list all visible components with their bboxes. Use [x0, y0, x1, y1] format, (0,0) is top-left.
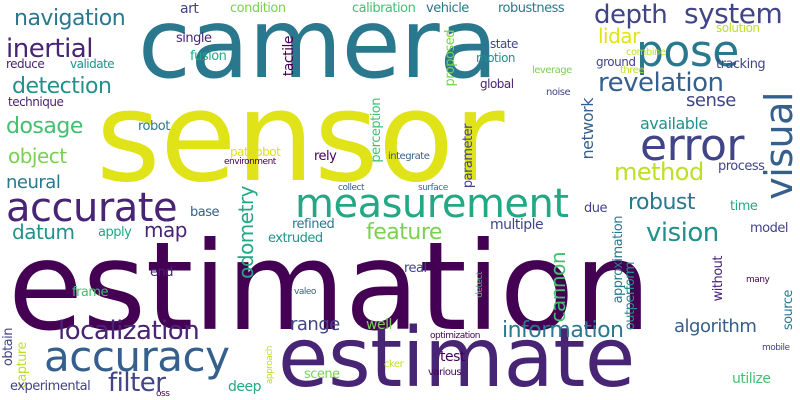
- word-navigation: navigation: [14, 6, 126, 31]
- word-cker: cker: [384, 359, 404, 370]
- word-odometry: odometry: [234, 186, 258, 279]
- word-perception: perception: [369, 98, 384, 163]
- word-without: without: [711, 256, 726, 302]
- word-surface: surface: [418, 183, 448, 193]
- word-ground: ground: [596, 55, 636, 69]
- word-environment: environment: [224, 157, 276, 167]
- word-motion: motion: [476, 51, 516, 65]
- word-condition: condition: [230, 1, 286, 16]
- word-localization: localization: [58, 316, 200, 346]
- word-calibration: calibration: [352, 1, 416, 16]
- word-sense: sense: [686, 90, 736, 111]
- word-vehicle: vehicle: [426, 1, 469, 16]
- word-validate: validate: [70, 57, 115, 71]
- word-inertial: inertial: [6, 34, 93, 64]
- word-proposed: proposed: [443, 30, 458, 87]
- word-model: model: [750, 221, 788, 236]
- word-accuracy: accuracy: [44, 332, 230, 381]
- word-sensor: sensor: [96, 66, 504, 210]
- word-tactile: tactile: [281, 36, 297, 77]
- word-visual: visual: [757, 92, 800, 200]
- word-detection: detection: [12, 74, 112, 99]
- word-leverage: leverage: [532, 65, 572, 76]
- word-various: various: [428, 367, 462, 378]
- word-noise: noise: [546, 87, 571, 98]
- word-utilize: utilize: [732, 371, 771, 387]
- word-deep: deep: [228, 379, 262, 395]
- word-algorithm: algorithm: [674, 316, 757, 337]
- word-process: process: [718, 159, 765, 174]
- word-robustness: robustness: [498, 1, 565, 16]
- word-range: range: [290, 314, 340, 335]
- word-oss: oss: [156, 389, 170, 399]
- word-base: base: [190, 205, 220, 220]
- word-feature: feature: [366, 220, 442, 245]
- word-approach: approach: [265, 346, 275, 385]
- word-valeo: valeo: [294, 287, 316, 297]
- word-reduce: reduce: [6, 57, 45, 71]
- word-state: state: [490, 37, 518, 51]
- word-solution: solution: [716, 21, 760, 35]
- word-outperform: outperform: [623, 262, 638, 331]
- word-obtain: obtain: [1, 328, 16, 367]
- word-revelation: revelation: [598, 68, 724, 98]
- word-parameter: parameter: [461, 124, 476, 189]
- word-art: art: [180, 1, 199, 17]
- word-filter: filter: [108, 368, 166, 398]
- word-map: map: [144, 218, 187, 242]
- word-cannon: cannon: [546, 252, 570, 323]
- word-time: time: [730, 199, 758, 214]
- word-source: source: [781, 290, 796, 331]
- word-estimate: estimate: [278, 311, 635, 400]
- word-lidar: lidar: [598, 24, 640, 48]
- word-due: due: [584, 201, 608, 216]
- word-robot: robot: [138, 119, 170, 134]
- word-single: single: [176, 31, 212, 46]
- word-camera: camera: [138, 0, 498, 100]
- word-dosage: dosage: [6, 114, 83, 139]
- word-datum: datum: [12, 220, 75, 244]
- word-system: system: [684, 0, 783, 30]
- word-error: error: [640, 120, 745, 171]
- word-test: test: [440, 349, 465, 365]
- word-integrate: integrate: [388, 151, 430, 162]
- word-depth: depth: [594, 0, 668, 30]
- word-combine: combine: [626, 47, 666, 58]
- word-accurate: accurate: [6, 185, 178, 231]
- word-estimation: estimation: [8, 216, 651, 358]
- word-apply: apply: [98, 225, 132, 240]
- word-vision: vision: [646, 218, 719, 248]
- word-optimization: optimization: [430, 331, 481, 341]
- word-pathobot: pathobot: [230, 145, 281, 159]
- word-three: three: [620, 65, 644, 76]
- word-available: available: [640, 114, 708, 133]
- word-experimental: experimental: [10, 379, 91, 394]
- word-many: many: [746, 275, 770, 285]
- word-neural: neural: [6, 172, 61, 193]
- word-scene: scene: [304, 367, 340, 382]
- word-information: information: [502, 318, 624, 343]
- word-collect: collect: [338, 183, 364, 193]
- word-robust: robust: [628, 190, 696, 215]
- word-well: well: [366, 317, 392, 333]
- word-network: network: [578, 98, 597, 160]
- word-frame: frame: [72, 285, 109, 300]
- word-refined: refined: [292, 217, 335, 232]
- word-object: object: [8, 144, 67, 168]
- word-technique: technique: [8, 95, 64, 109]
- word-tracking: tracking: [716, 57, 766, 72]
- word-pose: pose: [636, 26, 739, 77]
- word-global: global: [480, 77, 514, 91]
- word-end: end: [150, 265, 174, 280]
- word-detect: detect: [475, 272, 485, 298]
- word-rely: rely: [314, 149, 337, 164]
- word-mobile: mobile: [762, 343, 790, 353]
- word-measurement: measurement: [295, 181, 569, 227]
- word-real: real: [404, 261, 427, 276]
- word-fusion: fusion: [190, 49, 227, 64]
- word-multiple: multiple: [490, 217, 544, 233]
- word-extruded: extruded: [268, 231, 323, 246]
- word-method: method: [614, 158, 704, 186]
